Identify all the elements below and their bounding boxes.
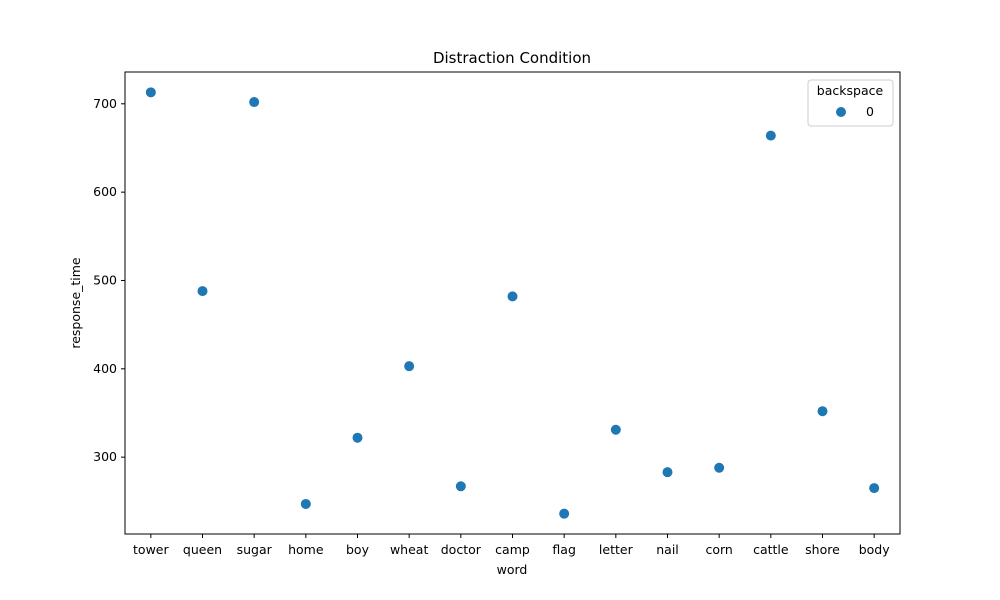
x-tick-label-doctor: doctor [441, 542, 482, 557]
x-tick-label-camp: camp [495, 542, 530, 557]
x-tick-label-shore: shore [805, 542, 840, 557]
data-point-wheat [404, 361, 415, 372]
x-tick-label-letter: letter [599, 542, 634, 557]
data-point-sugar [249, 97, 260, 108]
y-tick-label: 700 [93, 96, 117, 111]
data-point-flag [559, 508, 570, 519]
x-tick-label-flag: flag [552, 542, 575, 557]
y-tick-label: 400 [93, 361, 117, 376]
data-point-doctor [455, 481, 466, 492]
x-tick-label-body: body [859, 542, 891, 557]
legend-entry-label: 0 [866, 104, 874, 119]
data-point-cattle [765, 130, 776, 141]
plot-area [124, 71, 901, 535]
legend-box [807, 79, 894, 127]
data-point-letter [610, 424, 621, 435]
data-point-home [300, 498, 311, 509]
legend-title: backspace [817, 83, 884, 98]
x-tick-label-wheat: wheat [390, 542, 428, 557]
data-point-camp [507, 291, 518, 302]
x-tick-label-corn: corn [705, 542, 732, 557]
y-axis-label: response_time [68, 257, 83, 349]
y-axis: 300 400 500 600 700 [93, 96, 125, 464]
x-tick-label-home: home [288, 542, 324, 557]
y-tick-label: 300 [93, 449, 117, 464]
data-point-corn [714, 462, 725, 473]
legend-marker [836, 107, 846, 117]
y-tick-label: 500 [93, 272, 117, 287]
legend: backspace 0 [807, 79, 894, 127]
data-points [145, 87, 880, 519]
data-point-nail [662, 467, 673, 478]
x-tick-label-sugar: sugar [237, 542, 273, 557]
x-axis: tower queen sugar home boy wheat doctor camp fla… [133, 534, 890, 557]
data-point-shore [817, 406, 828, 417]
data-point-queen [197, 286, 208, 297]
x-tick-label-cattle: cattle [753, 542, 789, 557]
data-point-boy [352, 432, 363, 443]
data-point-tower [145, 87, 156, 98]
x-tick-label-nail: nail [656, 542, 679, 557]
x-tick-label-boy: boy [346, 542, 370, 557]
x-tick-label-queen: queen [183, 542, 222, 557]
data-point-body [869, 483, 880, 494]
x-axis-label: word [497, 562, 528, 577]
y-tick-label: 600 [93, 184, 117, 199]
x-tick-label-tower: tower [133, 542, 169, 557]
chart-title: Distraction Condition [433, 49, 591, 67]
